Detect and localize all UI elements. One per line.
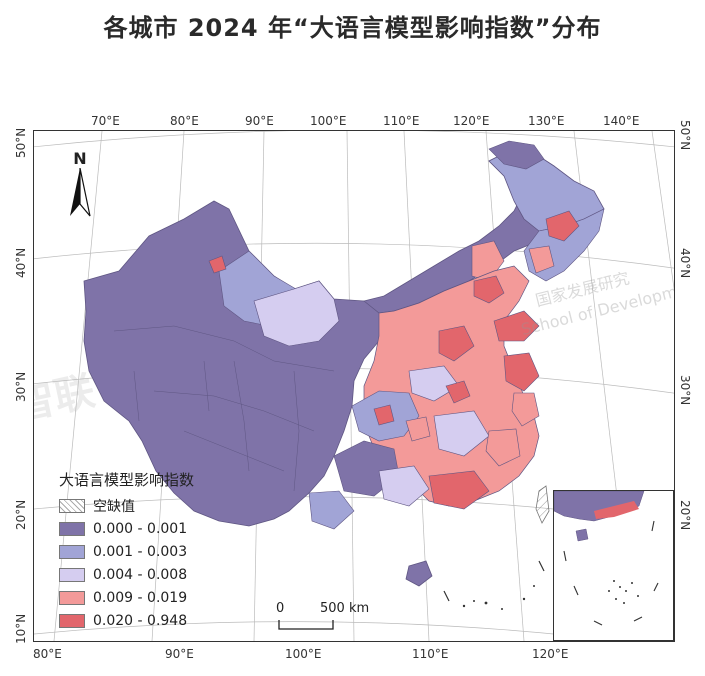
lon-top-120: 120°E [453, 114, 490, 128]
lat-left-30: 30°N [14, 371, 28, 402]
legend-label: 0.001 - 0.003 [93, 543, 188, 560]
region-shenyang [528, 245, 555, 274]
lon-top-90: 90°E [245, 114, 274, 128]
lon-bottom-110: 110°E [412, 647, 449, 661]
legend-label: 0.004 - 0.008 [93, 566, 188, 583]
china-choropleth-map [34, 131, 674, 641]
lat-right-40: 40°N [678, 248, 692, 279]
legend: 大语言模型影响指数 空缺值 0.000 - 0.001 0.001 - 0.003 0… [59, 469, 269, 632]
south-china-sea-inset [553, 490, 674, 641]
map-title: 各城市 2024 年“大语言模型影响指数”分布 [103, 14, 602, 42]
internal-borders [113, 325, 335, 492]
scale-bar: 0 500 km [274, 601, 414, 631]
lon-top-100: 100°E [310, 114, 347, 128]
inset-map [554, 491, 659, 626]
legend-label: 0.020 - 0.948 [93, 612, 188, 629]
legend-label: 空缺值 [93, 498, 135, 515]
inset-coast-red [594, 501, 639, 519]
lat-right-20: 20°N [678, 500, 692, 531]
legend-item: 空缺值 [59, 494, 269, 517]
legend-title: 大语言模型影响指数 [59, 471, 195, 489]
north-arrow-icon [70, 167, 91, 217]
region-hainan [405, 560, 433, 587]
lat-right-50: 50°N [678, 120, 692, 151]
lon-bottom-100: 100°E [285, 647, 322, 661]
scs-islands [462, 585, 535, 610]
north-label: N [73, 149, 87, 168]
legend-swatch [59, 567, 85, 582]
legend-swatch [59, 498, 85, 513]
region-taiwan [535, 485, 550, 524]
legend-swatch [59, 544, 85, 559]
scale-zero-label: 0 [276, 601, 285, 616]
region-guangxi [378, 465, 430, 507]
region-henan [438, 325, 475, 362]
legend-label: 0.009 - 0.019 [93, 589, 188, 606]
region-west [83, 200, 385, 527]
lon-bottom-90: 90°E [165, 647, 194, 661]
legend-item: 0.009 - 0.019 [59, 586, 269, 609]
region-harbin [545, 210, 580, 242]
legend-items: 空缺值 0.000 - 0.001 0.001 - 0.003 0.004 - 0.0… [59, 494, 269, 632]
region-hunan-jiangxi [433, 410, 490, 457]
legend-item: 0.020 - 0.948 [59, 609, 269, 632]
legend-swatch [59, 590, 85, 605]
lon-top-110: 110°E [383, 114, 420, 128]
map-frame: 智联 国家发展研究 School of Developm N 大语言模型影响指数… [33, 130, 675, 642]
region-wuhan [445, 380, 471, 404]
north-arrow: N [64, 149, 96, 219]
lon-bottom-80: 80°E [33, 647, 62, 661]
lon-top-140: 140°E [603, 114, 640, 128]
lon-top-80: 80°E [170, 114, 199, 128]
scs-dash-1 [443, 590, 450, 602]
region-urumqi [208, 255, 227, 274]
legend-swatch [59, 613, 85, 628]
lon-top-130: 130°E [528, 114, 565, 128]
legend-item: 0.000 - 0.001 [59, 517, 269, 540]
lon-top-70: 70°E [91, 114, 120, 128]
scs-dash-2 [538, 560, 545, 572]
scale-distance-label: 500 km [320, 601, 370, 616]
legend-item: 0.001 - 0.003 [59, 540, 269, 563]
region-heilongjiang-core [488, 140, 545, 170]
legend-swatch [59, 521, 85, 536]
region-hubei [408, 365, 460, 402]
region-zhejiang [511, 392, 540, 427]
lat-left-40: 40°N [14, 247, 28, 278]
lat-left-20: 20°N [14, 499, 28, 530]
legend-item: 0.004 - 0.008 [59, 563, 269, 586]
region-qinghai [253, 280, 340, 347]
inset-hainan [575, 528, 589, 542]
lat-left-10: 10°N [14, 613, 28, 644]
region-shandong [493, 310, 540, 342]
lat-right-30: 30°N [678, 375, 692, 406]
lat-left-50: 50°N [14, 127, 28, 158]
scale-bar-line [278, 620, 334, 630]
region-chengdu [373, 404, 395, 426]
region-yunnan-south [308, 490, 355, 530]
lon-bottom-120: 120°E [532, 647, 569, 661]
legend-label: 0.000 - 0.001 [93, 520, 188, 537]
region-beijing-tianjin [473, 275, 505, 304]
region-jiangsu-shanghai [503, 352, 540, 392]
region-guangdong [428, 470, 490, 510]
region-fujian [485, 428, 521, 467]
region-chongqing [405, 416, 431, 442]
